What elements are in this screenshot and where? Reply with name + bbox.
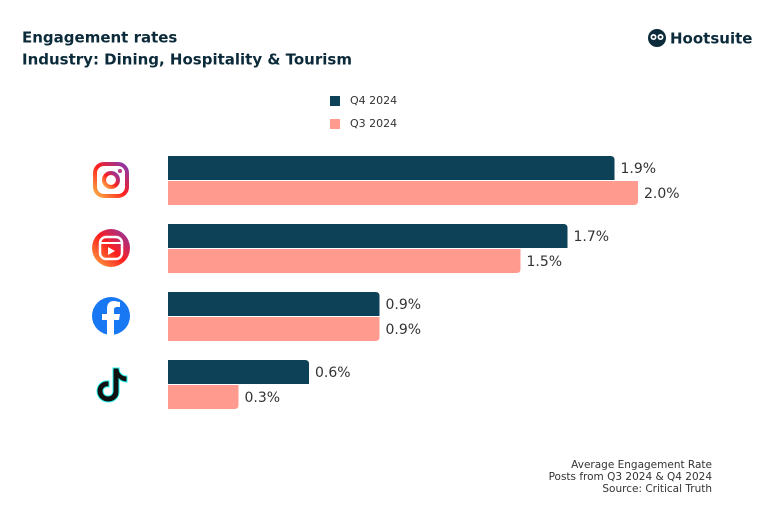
facebook-icon bbox=[92, 297, 130, 335]
value-label: 1.9% bbox=[621, 161, 657, 177]
bar bbox=[168, 156, 615, 180]
bar bbox=[168, 360, 309, 384]
bar bbox=[168, 249, 521, 273]
instagram-icon bbox=[93, 162, 129, 198]
brand-logo: Hootsuite bbox=[648, 29, 752, 48]
tiktok-icon bbox=[96, 367, 128, 403]
value-label: 0.6% bbox=[315, 365, 351, 381]
value-label: 1.5% bbox=[527, 254, 563, 270]
value-label: 2.0% bbox=[644, 186, 680, 202]
bar bbox=[168, 317, 380, 341]
bar bbox=[168, 292, 380, 316]
footer-line: Posts from Q3 2024 & Q4 2024 bbox=[549, 471, 713, 483]
bar bbox=[168, 385, 239, 409]
bar bbox=[168, 181, 638, 205]
value-label: 0.9% bbox=[386, 297, 422, 313]
chart-title: Engagement rates bbox=[22, 29, 177, 47]
legend-swatch bbox=[330, 119, 340, 129]
legend-swatch bbox=[330, 96, 340, 106]
bar bbox=[168, 224, 568, 248]
legend-label: Q4 2024 bbox=[350, 94, 397, 107]
legend-label: Q3 2024 bbox=[350, 117, 397, 130]
chart-subtitle: Industry: Dining, Hospitality & Tourism bbox=[22, 51, 352, 69]
value-label: 1.7% bbox=[574, 229, 610, 245]
brand-name: Hootsuite bbox=[670, 30, 752, 48]
footer-line: Average Engagement Rate bbox=[571, 459, 712, 471]
reels-icon bbox=[92, 229, 130, 267]
value-label: 0.9% bbox=[386, 322, 422, 338]
footer-line: Source: Critical Truth bbox=[602, 483, 712, 495]
value-label: 0.3% bbox=[245, 390, 281, 406]
